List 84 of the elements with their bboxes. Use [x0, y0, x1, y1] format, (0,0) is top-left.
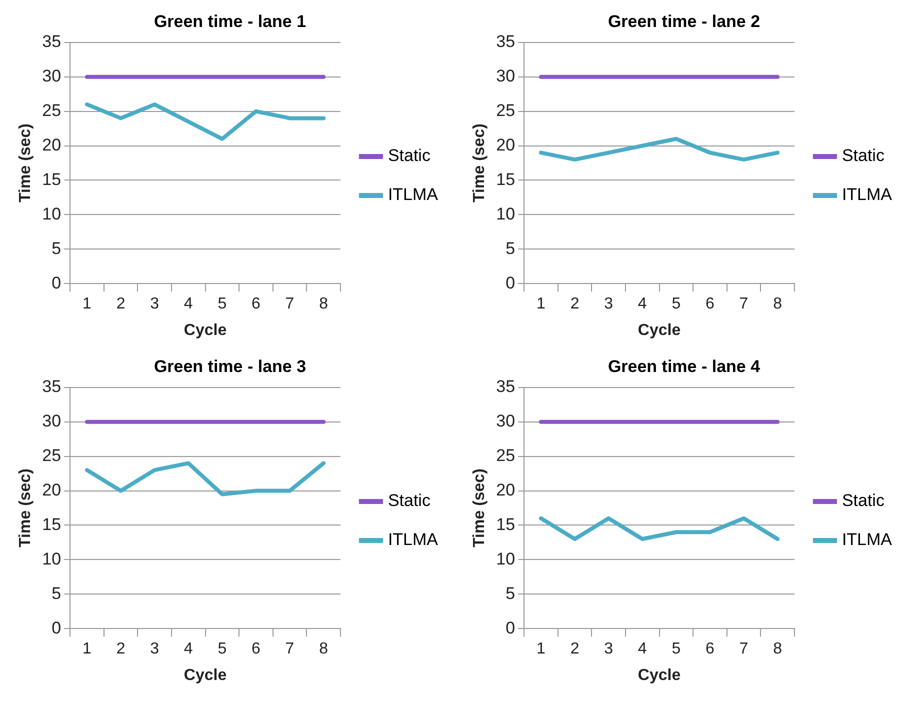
x-tick-label: 6 [706, 640, 715, 658]
y-tick-label: 0 [506, 618, 516, 638]
x-tick-label: 5 [672, 296, 681, 313]
y-tick-label: 30 [496, 66, 516, 86]
x-tick-label: 1 [536, 296, 546, 313]
x-tick-label: 2 [116, 296, 126, 313]
x-tick-label: 3 [604, 640, 614, 658]
y-tick-label: 10 [42, 549, 62, 568]
x-tick-label: 2 [570, 640, 580, 658]
legend-label: ITLMA [842, 530, 893, 550]
y-tick-label: 35 [496, 32, 516, 52]
legend-label: Static [388, 491, 431, 510]
x-axis-title: Cycle [638, 666, 681, 684]
x-tick-label: 7 [285, 296, 294, 313]
x-tick-label: 7 [285, 640, 294, 658]
y-tick-label: 20 [496, 135, 516, 154]
y-tick-label: 5 [506, 584, 516, 603]
y-tick-label: 10 [496, 204, 516, 224]
y-tick-label: 20 [42, 135, 62, 154]
x-tick-label: 1 [536, 640, 546, 658]
y-tick-label: 25 [496, 101, 516, 120]
y-tick-label: 15 [496, 170, 516, 189]
y-tick-label: 20 [496, 480, 516, 500]
legend-label: Static [388, 146, 431, 166]
x-tick-label: 5 [218, 640, 227, 658]
x-tick-label: 2 [570, 296, 580, 313]
y-tick-label: 30 [42, 412, 62, 431]
x-tick-label: 8 [319, 296, 328, 313]
y-tick-label: 0 [506, 273, 516, 292]
x-tick-label: 1 [82, 296, 92, 313]
y-axis-title: Time (sec) [17, 124, 34, 202]
y-tick-label: 20 [42, 480, 62, 500]
x-tick-label: 8 [773, 296, 782, 313]
y-tick-label: 30 [42, 66, 62, 86]
y-tick-label: 15 [496, 514, 516, 534]
x-axis-title: Cycle [184, 666, 227, 684]
x-tick-label: 6 [252, 640, 261, 658]
x-tick-label: 8 [773, 640, 782, 658]
x-tick-label: 6 [706, 296, 715, 313]
y-tick-label: 10 [42, 204, 62, 224]
x-tick-label: 4 [638, 296, 647, 313]
legend-label: Static [842, 491, 885, 510]
legend-label: ITLMA [842, 185, 893, 204]
chart-title: Green time - lane 4 [608, 356, 761, 376]
y-tick-label: 25 [42, 446, 62, 465]
y-tick-label: 35 [42, 377, 62, 396]
y-tick-label: 0 [52, 618, 62, 638]
y-tick-label: 35 [42, 32, 62, 52]
y-tick-label: 5 [52, 238, 62, 258]
x-tick-label: 2 [116, 640, 126, 658]
x-tick-label: 4 [184, 296, 193, 313]
legend-label: Static [842, 146, 885, 166]
x-tick-label: 4 [184, 640, 193, 658]
x-axis-title: Cycle [638, 322, 681, 339]
x-tick-label: 3 [604, 296, 614, 313]
x-tick-label: 6 [252, 296, 261, 313]
chart-title: Green time - lane 1 [154, 12, 306, 31]
y-tick-label: 0 [52, 273, 62, 292]
x-tick-label: 5 [672, 640, 681, 658]
y-tick-label: 30 [496, 412, 516, 431]
x-tick-label: 5 [218, 296, 227, 313]
y-tick-label: 25 [496, 446, 516, 465]
x-tick-label: 3 [150, 296, 160, 313]
x-tick-label: 3 [150, 640, 160, 658]
legend-label: ITLMA [388, 530, 439, 550]
chart-title: Green time - lane 3 [154, 356, 306, 376]
x-tick-label: 8 [319, 640, 328, 658]
x-tick-label: 1 [82, 640, 92, 658]
y-axis-title: Time (sec) [471, 468, 488, 548]
y-tick-label: 15 [42, 170, 62, 189]
y-tick-label: 25 [42, 101, 62, 120]
legend-label: ITLMA [388, 185, 439, 204]
x-tick-label: 7 [739, 640, 748, 658]
x-tick-label: 4 [638, 640, 647, 658]
x-axis-title: Cycle [184, 322, 227, 339]
y-axis-title: Time (sec) [471, 124, 488, 202]
chart-title: Green time - lane 2 [608, 12, 760, 31]
y-axis-title: Time (sec) [17, 468, 34, 548]
y-tick-label: 5 [52, 584, 62, 603]
y-tick-label: 10 [496, 549, 516, 568]
y-tick-label: 15 [42, 514, 62, 534]
x-tick-label: 7 [739, 296, 748, 313]
y-tick-label: 5 [506, 238, 516, 258]
y-tick-label: 35 [496, 377, 516, 396]
